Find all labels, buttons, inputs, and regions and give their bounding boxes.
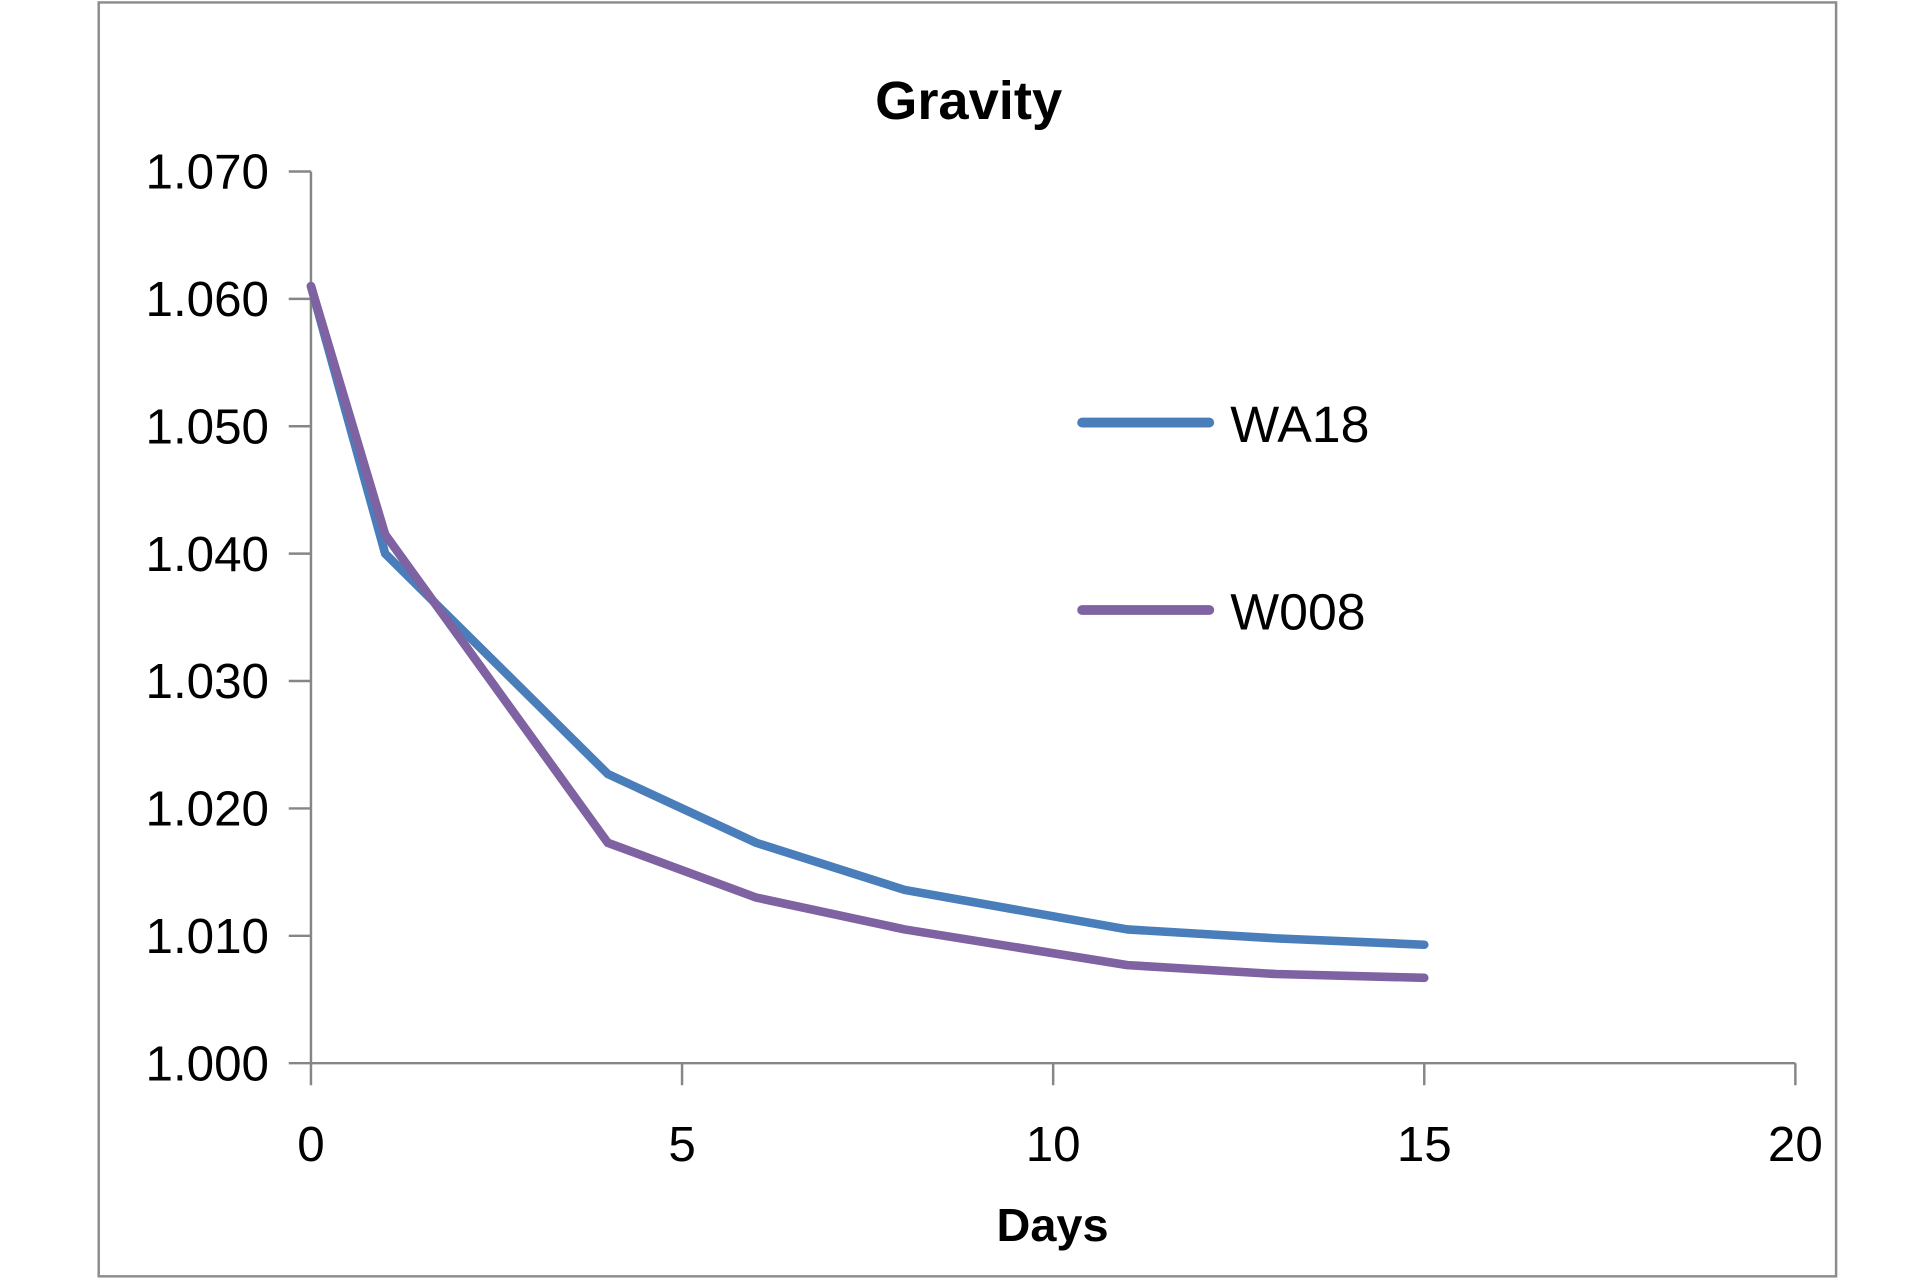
series-line-w008	[306, 281, 1429, 983]
y-tick-label: 1.030	[146, 654, 269, 709]
y-tick-label: 1.040	[146, 527, 269, 582]
chart-border	[97, 1, 1838, 1278]
legend-label: W008	[1230, 583, 1365, 641]
x-tick-label: 20	[1768, 1117, 1823, 1172]
y-tick-label: 1.070	[146, 145, 269, 200]
legend-label: WA18	[1230, 395, 1369, 453]
x-tick-label: 10	[1026, 1117, 1081, 1172]
x-axis-label: Days	[997, 1199, 1109, 1251]
y-tick-label: 1.060	[146, 272, 269, 327]
y-tick-label: 1.020	[146, 782, 269, 837]
x-tick-label: 15	[1397, 1117, 1452, 1172]
y-tick-label: 1.000	[146, 1037, 269, 1092]
x-tick-label: 0	[297, 1117, 324, 1172]
x-tick-label: 5	[668, 1117, 695, 1172]
y-tick-label: 1.050	[146, 400, 269, 455]
chart-title: Gravity	[875, 71, 1062, 131]
y-tick-label: 1.010	[146, 909, 269, 964]
